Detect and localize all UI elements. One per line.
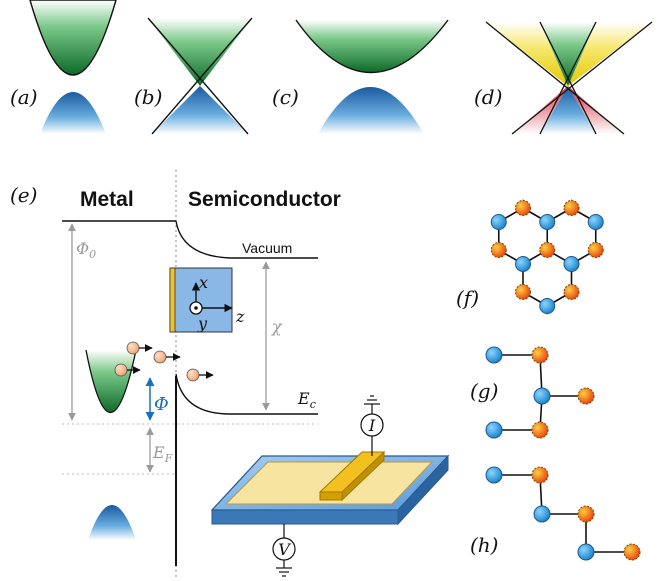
voltmeter-label: V [278, 540, 291, 559]
band-d [485, 21, 653, 135]
semiconductor-label: Semiconductor [188, 188, 341, 211]
band-a [29, 0, 117, 134]
electrons [114, 341, 214, 382]
panel-label-g: (g) [470, 379, 498, 403]
panel-label-h: (h) [470, 533, 499, 557]
atom-b [485, 346, 503, 364]
atom-b [587, 214, 604, 230]
electron [114, 363, 128, 377]
electron [153, 350, 167, 364]
ammeter-label: I [368, 416, 376, 435]
atom-b [533, 387, 551, 405]
y-axis-label: y [197, 314, 208, 333]
vacuum-label: Vacuum [242, 240, 292, 256]
atom-b [533, 505, 551, 523]
atom-a [539, 242, 556, 258]
ef-label: EF [152, 443, 173, 465]
ec-label: Ec [297, 389, 316, 411]
armchair-chain [485, 346, 595, 439]
atom-a [531, 346, 549, 364]
atom-a [490, 242, 507, 258]
z-axis-label: z [235, 307, 245, 326]
atom-b [577, 543, 595, 561]
band-b [147, 17, 253, 135]
atom-a [563, 200, 580, 216]
atom-a [587, 242, 604, 258]
metal-label: Metal [80, 188, 134, 211]
metal-lower-band [88, 505, 136, 540]
atom-b [539, 298, 556, 314]
atom-b [490, 214, 507, 230]
atom-b [539, 214, 556, 230]
panel-label-e: (e) [10, 183, 37, 207]
atom-a [531, 466, 549, 484]
zigzag-chain [485, 466, 641, 561]
panel-label-a: (a) [10, 85, 38, 109]
panel-label-c: (c) [272, 85, 299, 109]
atom-a [577, 387, 595, 405]
vacuum-curve [175, 220, 318, 259]
atom-b [485, 421, 503, 439]
atom-b [515, 256, 531, 272]
chi-label: χ [271, 317, 283, 336]
panel-label-b: (b) [134, 85, 162, 109]
atom-b [485, 466, 503, 484]
atom-a [577, 505, 595, 523]
device-sketch: I V [210, 395, 450, 577]
band-c [295, 19, 449, 134]
atom-b [563, 256, 580, 272]
phi-label: Φ [154, 394, 169, 415]
panel-label-d: (d) [474, 85, 502, 109]
atom-a [563, 284, 580, 300]
atom-a [531, 421, 549, 439]
conduction-band-curve [175, 373, 318, 415]
electron [186, 368, 200, 382]
atom-a [515, 200, 531, 216]
phi0-label: Φ0 [76, 239, 96, 261]
coordinate-inset: x y z [169, 267, 245, 333]
graphene-lattice [490, 199, 604, 315]
electron [126, 341, 140, 355]
atom-a [515, 284, 531, 300]
panel-label-f: (f) [456, 286, 479, 310]
atom-a [623, 543, 641, 561]
x-axis-label: x [199, 273, 208, 292]
